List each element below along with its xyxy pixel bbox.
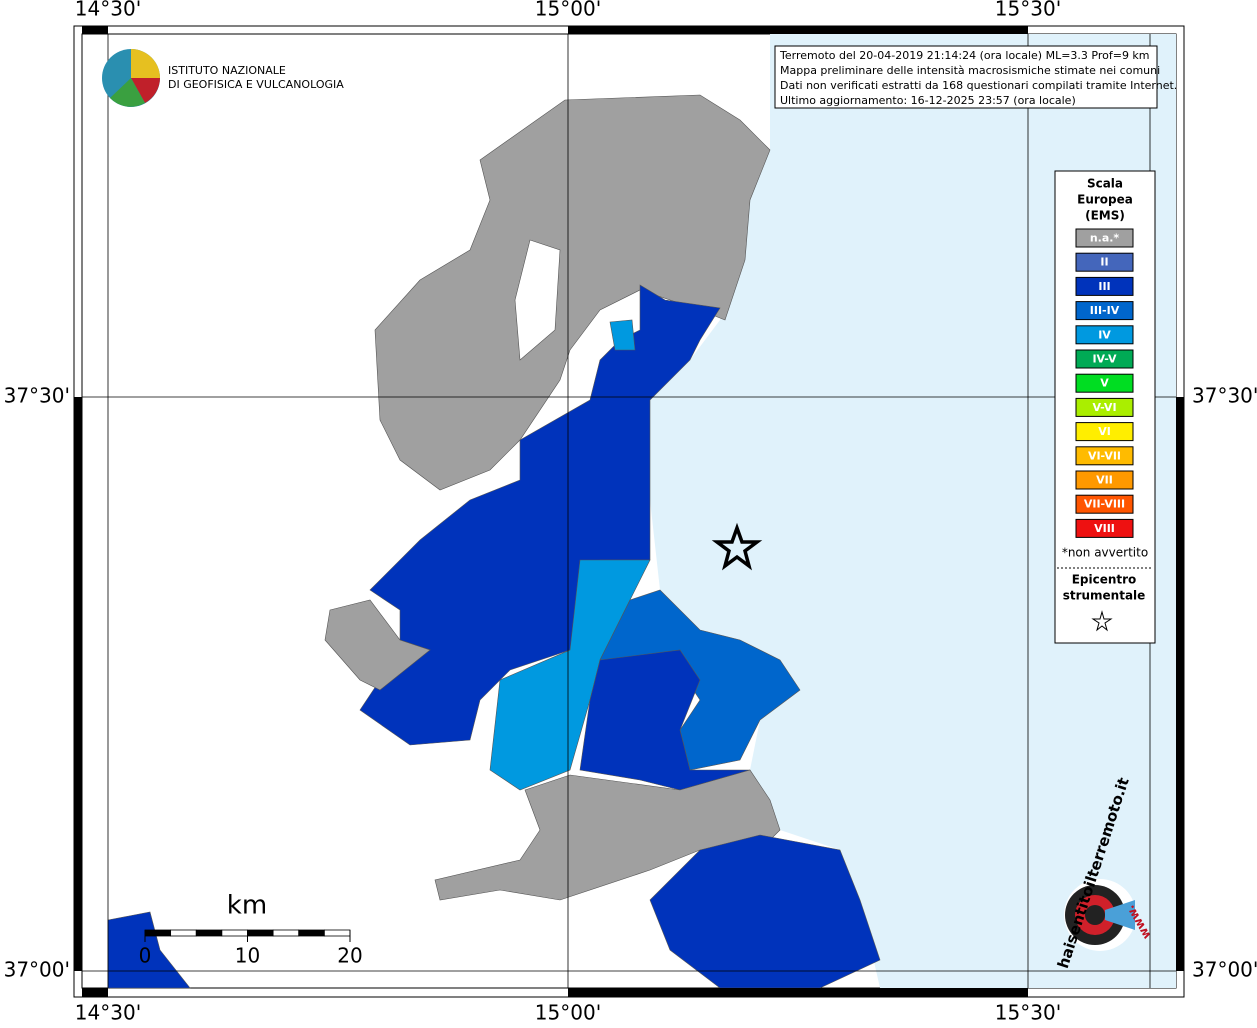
- legend-label: IV: [1098, 328, 1111, 341]
- lon-label: 15°30': [995, 1001, 1061, 1025]
- sea: [650, 34, 1176, 988]
- legend-star: [1091, 610, 1113, 632]
- ingv-logo-part: [131, 78, 160, 103]
- region-iii: [649, 834, 881, 989]
- legend-swatch: [1075, 397, 1134, 417]
- scale-segment: [144, 929, 172, 937]
- institute-name: ISTITUTO NAZIONALE: [168, 64, 286, 77]
- badge-speaker: [1105, 900, 1135, 930]
- scale-segment: [195, 929, 223, 937]
- legend-swatch: [1075, 325, 1134, 345]
- region-iii: [359, 284, 721, 746]
- legend-label: VI-VII: [1088, 449, 1121, 462]
- info-line: Terremoto del 20-04-2019 21:14:24 (ora l…: [779, 49, 1150, 62]
- info-line: Dati non verificati estratti da 168 ques…: [780, 79, 1177, 92]
- institute-name: DI GEOFISICA E VULCANOLOGIA: [168, 78, 344, 91]
- scale-segment: [170, 929, 197, 937]
- scale-segment: [247, 929, 274, 937]
- scale-segment: [298, 929, 325, 937]
- legend-swatch: [1075, 446, 1134, 466]
- legend-label: VII-VIII: [1084, 498, 1125, 511]
- lat-label: 37°30': [4, 384, 70, 408]
- legend-label: II: [1100, 256, 1108, 269]
- badge-ring: [1085, 905, 1105, 925]
- legend-label: VII: [1096, 474, 1113, 487]
- lat-label: 37°00': [1192, 958, 1257, 982]
- ingv-logo-part: [110, 78, 145, 107]
- frame-ticks: [74, 26, 1184, 997]
- legend-epicenter: strumentale: [1063, 589, 1146, 603]
- scale-segment: [272, 929, 300, 937]
- region-na: [374, 94, 771, 491]
- region-iv: [609, 319, 636, 351]
- legend-swatch: [1075, 349, 1134, 369]
- legend-label: n.a.*: [1090, 232, 1120, 245]
- scale-segment: [221, 929, 248, 937]
- legend-swatch: [1075, 252, 1134, 272]
- legend-label: VI: [1098, 425, 1111, 438]
- legend-swatch: [1075, 301, 1134, 321]
- scale-label: 10: [235, 944, 260, 968]
- scale-label: 0: [139, 944, 152, 968]
- legend-swatch: [1075, 494, 1134, 514]
- scale-segment: [323, 929, 351, 937]
- info-line: Mappa preliminare delle intensità macros…: [780, 64, 1160, 77]
- region-na: [324, 599, 431, 691]
- lon-label: 15°00': [535, 0, 601, 21]
- scale-label: 20: [337, 944, 362, 968]
- legend-swatch: [1075, 276, 1134, 296]
- hole: [514, 239, 561, 361]
- lon-label: 14°30': [75, 1001, 141, 1025]
- region-na: [434, 769, 781, 901]
- epicenter-star: [711, 522, 763, 571]
- lon-label: 14°30': [75, 0, 141, 21]
- lat-label: 37°00': [4, 958, 70, 982]
- legend-swatch: [1075, 228, 1134, 248]
- info-box: [774, 45, 1158, 109]
- legend-label: III: [1098, 280, 1110, 293]
- graticule: [82, 34, 1176, 988]
- lon-label: 15°30': [995, 0, 1061, 21]
- legend-swatch: [1075, 518, 1134, 538]
- legend-label: III-IV: [1090, 304, 1120, 317]
- legend-title: Europea: [1077, 193, 1133, 207]
- lat-label: 37°30': [1192, 384, 1257, 408]
- legend-swatch: [1075, 422, 1134, 442]
- region-iv: [489, 559, 651, 791]
- lon-label: 15°00': [535, 1001, 601, 1025]
- legend-title: Scala: [1087, 177, 1123, 191]
- legend-label: VIII: [1094, 522, 1115, 535]
- legend-epicenter: Epicentro: [1072, 573, 1137, 587]
- info-line: Ultimo aggiornamento: 16-12-2025 23:57 (…: [780, 94, 1076, 107]
- legend-label: IV-V: [1092, 353, 1117, 366]
- legend-swatch: [1075, 470, 1134, 490]
- legend-note: *non avvertito: [1062, 546, 1148, 560]
- scale-unit: km: [227, 891, 267, 921]
- legend-label: V: [1100, 377, 1109, 390]
- legend-swatch: [1075, 373, 1134, 393]
- legend-label: V-VI: [1092, 401, 1116, 414]
- ingv-logo-part: [131, 49, 160, 78]
- legend-title: (EMS): [1085, 209, 1125, 223]
